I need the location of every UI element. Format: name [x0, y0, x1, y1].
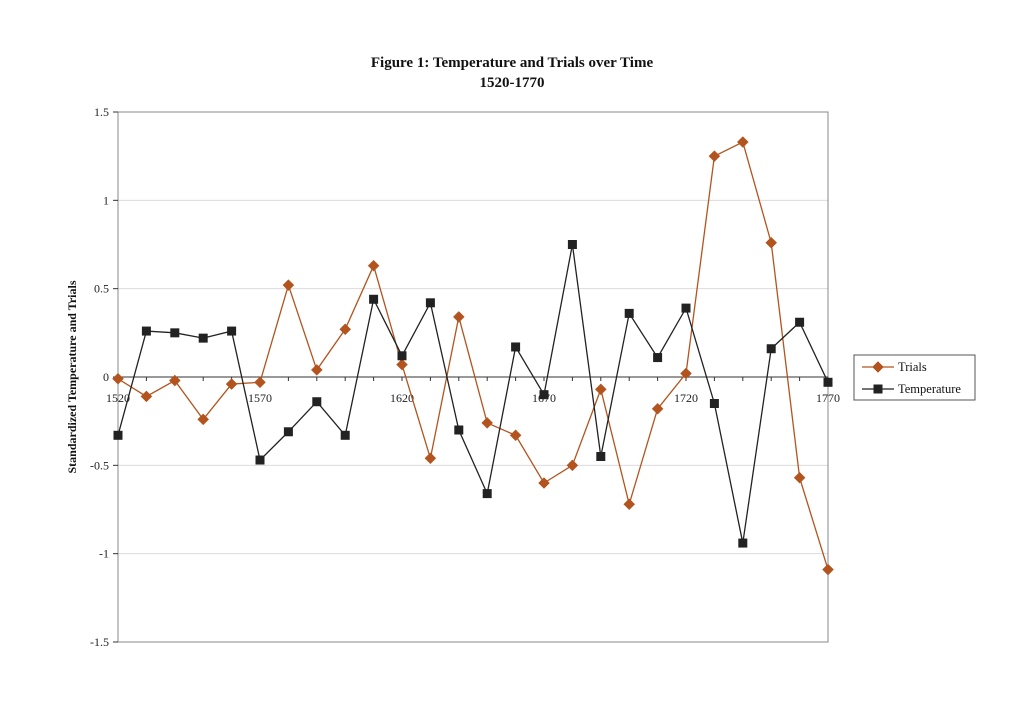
- y-tick-label: -1.5: [90, 635, 109, 649]
- y-axis-title: Standardized Temperature and Trials: [65, 280, 79, 473]
- data-point-temperature: [227, 326, 237, 336]
- series-line-temperature: [117, 244, 829, 544]
- x-tick-label: 1520: [106, 391, 130, 405]
- gridlines: [118, 199, 828, 555]
- data-point-trials: [566, 459, 579, 472]
- y-tick-label: 0: [103, 370, 109, 384]
- data-point-temperature: [823, 377, 833, 387]
- data-point-temperature: [141, 326, 151, 336]
- legend-label-trials: Trials: [898, 360, 927, 374]
- data-point-trials: [822, 563, 834, 576]
- data-point-trials: [708, 150, 721, 163]
- data-point-temperature: [766, 344, 776, 354]
- data-point-trials: [623, 498, 636, 511]
- series-temperature: [113, 240, 833, 548]
- data-point-trials: [793, 471, 806, 484]
- data-point-trials: [452, 311, 465, 323]
- data-point-trials: [112, 372, 124, 385]
- y-tick-label: -0.5: [90, 458, 109, 472]
- data-point-trials: [197, 413, 210, 426]
- data-point-temperature: [596, 452, 606, 461]
- data-point-temperature: [511, 342, 521, 352]
- data-point-temperature: [369, 294, 379, 304]
- data-point-trials: [680, 367, 692, 380]
- data-point-trials: [282, 279, 295, 291]
- data-point-temperature: [113, 430, 123, 440]
- data-point-trials: [367, 259, 380, 272]
- data-point-trials: [509, 429, 522, 442]
- data-point-temperature: [340, 430, 350, 440]
- y-tick-label: 0.5: [94, 282, 109, 296]
- data-point-trials: [396, 358, 408, 371]
- x-tick-label: 1770: [816, 391, 840, 405]
- x-tick-label: 1720: [674, 391, 698, 405]
- data-point-temperature: [539, 390, 549, 400]
- data-point-temperature: [198, 333, 208, 343]
- y-tick-label: -1: [99, 547, 109, 561]
- data-point-temperature: [624, 308, 634, 318]
- series-trials: [112, 136, 834, 576]
- chart-subtitle: 1520-1770: [480, 75, 545, 91]
- data-point-trials: [594, 383, 607, 396]
- y-tick-label: 1.5: [94, 105, 109, 119]
- data-point-temperature: [255, 455, 265, 465]
- data-point-trials: [736, 136, 749, 148]
- x-tick-label: 1620: [390, 391, 414, 405]
- data-point-temperature: [795, 317, 805, 327]
- data-point-temperature: [681, 303, 691, 313]
- legend-marker-temperature: [873, 384, 883, 394]
- legend: Trials Temperature: [853, 354, 976, 401]
- data-point-temperature: [454, 425, 464, 435]
- data-point-trials: [310, 364, 323, 376]
- series-line-trials: [117, 141, 829, 570]
- data-point-temperature: [283, 427, 293, 437]
- data-point-trials: [651, 402, 664, 415]
- data-point-trials: [481, 417, 494, 429]
- y-tick-labels: 1.5 1 0.5 0 -0.5 -1 -1.5: [90, 105, 118, 649]
- data-point-temperature: [653, 353, 663, 363]
- data-point-trials: [339, 323, 352, 336]
- data-point-temperature: [567, 240, 577, 249]
- legend-box: [853, 354, 976, 401]
- data-point-trials: [140, 390, 153, 403]
- data-point-trials: [168, 374, 181, 387]
- chart-title: Figure 1: Temperature and Trials over Ti…: [371, 55, 654, 71]
- data-point-temperature: [397, 351, 407, 361]
- data-point-temperature: [312, 397, 322, 407]
- data-point-trials: [254, 376, 266, 389]
- data-point-temperature: [709, 399, 719, 408]
- series-layer: [112, 136, 834, 576]
- data-point-temperature: [738, 538, 748, 548]
- data-point-temperature: [425, 298, 435, 308]
- data-point-temperature: [482, 489, 492, 499]
- data-point-trials: [225, 378, 238, 390]
- data-point-trials: [538, 477, 550, 489]
- legend-marker-trials: [872, 361, 884, 373]
- legend-label-temperature: Temperature: [898, 382, 961, 396]
- data-point-trials: [424, 452, 437, 465]
- x-tick-label: 1570: [248, 391, 272, 405]
- x-tick-labels: 152015701620167017201770: [106, 377, 840, 405]
- data-point-temperature: [170, 328, 180, 338]
- y-tick-label: 1: [103, 193, 109, 207]
- data-point-trials: [765, 236, 778, 249]
